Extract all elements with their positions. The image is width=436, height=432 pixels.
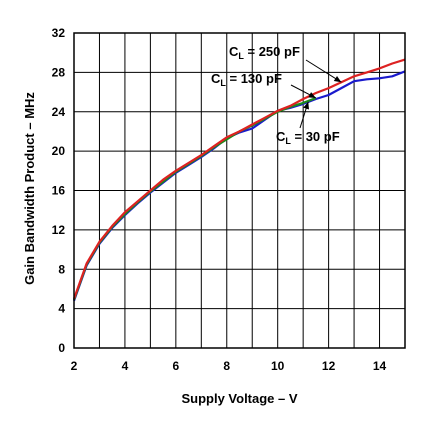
y-tick-label: 28 <box>52 65 66 79</box>
x-axis-label: Supply Voltage – V <box>181 391 297 406</box>
annotation-label: CL = 30 pF <box>276 129 340 146</box>
y-tick-label: 32 <box>52 26 66 40</box>
x-tick-label: 8 <box>223 359 230 373</box>
x-tick-label: 14 <box>373 359 387 373</box>
y-tick-label: 12 <box>52 223 66 237</box>
y-tick-label: 0 <box>58 341 65 355</box>
y-tick-label: 4 <box>58 302 65 316</box>
annotations: CL = 250 pF CL = 130 pF CL = 30 pF <box>211 44 342 146</box>
y-axis-label: Gain Bandwidth Product – MHz <box>22 92 37 285</box>
annotation-label: CL = 130 pF <box>211 71 282 88</box>
plot-frame <box>73 32 406 349</box>
annotation-label: CL = 250 pF <box>229 44 300 61</box>
series-line-0 <box>72 70 406 302</box>
x-tick-label: 2 <box>71 359 78 373</box>
annotation-arrowhead <box>333 75 342 83</box>
series-line-2 <box>72 58 406 300</box>
series-lines <box>72 58 406 302</box>
annotation-arrowhead <box>303 101 309 110</box>
annotation-arrowhead <box>308 92 316 98</box>
x-tick-label: 4 <box>122 359 129 373</box>
x-tick-labels: 2 4 6 8 10 12 14 <box>71 359 387 373</box>
y-tick-label: 24 <box>52 105 66 119</box>
y-tick-label: 20 <box>52 144 66 158</box>
y-tick-labels: 0 4 8 12 16 20 24 28 32 <box>52 26 66 355</box>
x-tick-label: 6 <box>173 359 180 373</box>
x-tick-label: 12 <box>322 359 336 373</box>
x-tick-label: 10 <box>271 359 285 373</box>
y-tick-label: 8 <box>58 262 65 276</box>
y-tick-label: 16 <box>52 184 66 198</box>
